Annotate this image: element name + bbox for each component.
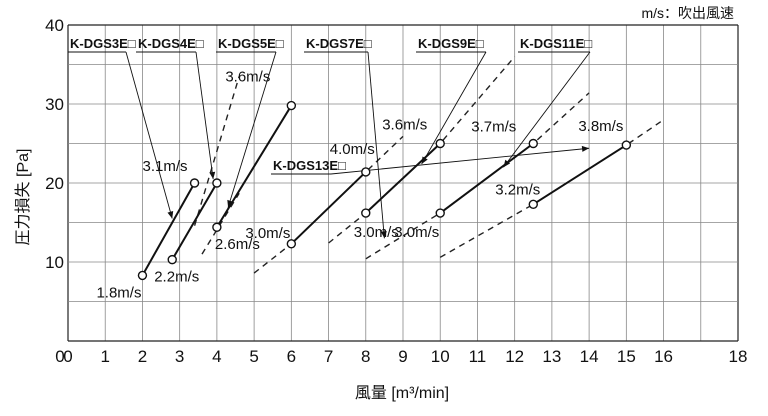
- data-point: [528, 138, 538, 149]
- series-line: [216, 105, 293, 228]
- leader-arrowhead: [167, 211, 174, 219]
- y-axis-title: 圧力損失 [Pa]: [14, 149, 32, 246]
- speed-label: 3.8m/s: [578, 118, 623, 135]
- model-label: K-DGS7E□: [306, 36, 372, 51]
- y-tick-label: 40: [45, 16, 64, 35]
- data-point: [361, 208, 371, 218]
- model-label: K-DGS9E□: [418, 36, 484, 51]
- data-point: [528, 199, 538, 210]
- leader-line: [367, 51, 385, 239]
- dashed-extension: [193, 76, 240, 226]
- x-tick-label: 2: [138, 347, 147, 366]
- speed-label: 3.7m/s: [471, 119, 516, 136]
- model-label: K-DGS11E□: [520, 36, 592, 51]
- grid: [67, 24, 739, 342]
- x-tick-label: 18: [729, 347, 748, 366]
- speed-label: 3.6m/s: [225, 69, 270, 86]
- data-point: [621, 140, 632, 150]
- x-tick-label: 10: [431, 347, 450, 366]
- data-point: [212, 222, 222, 232]
- unit-note: m/s：吹出風速: [641, 5, 734, 21]
- data-point: [189, 178, 200, 188]
- speed-label: 3.0m/s: [354, 224, 399, 241]
- speed-label: 3.2m/s: [495, 181, 540, 198]
- series-line: [141, 182, 196, 276]
- data-point: [212, 178, 222, 188]
- y-tick-label: 10: [45, 253, 64, 272]
- origin-tick-label: 0: [55, 347, 64, 366]
- leader-line: [125, 51, 173, 219]
- series-line: [439, 142, 534, 214]
- x-tick-label: 3: [175, 347, 184, 366]
- speed-label: 2.2m/s: [154, 269, 199, 286]
- leader-line: [503, 51, 591, 168]
- x-tick-label: 4: [212, 347, 221, 366]
- speed-label: 3.6m/s: [382, 117, 427, 134]
- series-line: [171, 182, 218, 261]
- y-tick-label: 30: [45, 95, 64, 114]
- x-tick-label: 1: [100, 347, 109, 366]
- leader-arrowhead: [380, 231, 387, 239]
- data-point: [137, 270, 148, 281]
- model-labels: K-DGS3E□ K-DGS4E□ K-DGS5E□ K-DGS7E□ K-DGS9E□…: [68, 36, 592, 175]
- series-line: [290, 171, 367, 245]
- model-label: K-DGS13E□: [273, 158, 346, 173]
- x-tick-label: 16: [654, 347, 673, 366]
- data-point: [435, 208, 445, 218]
- model-label: K-DGS4E□: [138, 36, 204, 51]
- model-label: K-DGS5E□: [218, 36, 284, 51]
- speed-label: 3.1m/s: [143, 158, 188, 175]
- x-tick-label: 0: [63, 347, 72, 366]
- x-tick-label: 15: [617, 347, 636, 366]
- data-point: [435, 138, 445, 149]
- x-tick-label: 13: [542, 347, 561, 366]
- x-tick-label: 6: [287, 347, 296, 366]
- x-tick-label: 5: [249, 347, 258, 366]
- leader-lines: [125, 51, 591, 239]
- x-tick-label: 9: [398, 347, 407, 366]
- dashed-extension: [328, 56, 516, 244]
- series-line: [365, 142, 441, 214]
- x-tick-label: 14: [580, 347, 599, 366]
- x-tick-label: 12: [505, 347, 524, 366]
- data-point: [167, 254, 177, 265]
- speed-label: 1.8m/s: [96, 284, 141, 301]
- leader-arrowhead: [581, 145, 590, 152]
- leader-line: [227, 51, 277, 208]
- leader-line: [195, 51, 214, 180]
- x-axis-title: 風量 [m³/min]: [355, 385, 449, 402]
- leader-arrowhead: [209, 171, 216, 180]
- data-point: [286, 100, 297, 111]
- dashed-extension: [201, 192, 240, 255]
- model-label: K-DGS3E□: [70, 36, 136, 51]
- speed-label: 2.6m/s: [215, 236, 260, 253]
- x-tick-label: 7: [324, 347, 333, 366]
- point-labels: 1.8m/s 3.1m/s 2.2m/s 2.6m/s 3.6m/s 3.0m/s 4.0m…: [96, 69, 623, 302]
- data-point: [361, 167, 371, 177]
- series-line: [532, 144, 627, 206]
- data-markers: [137, 100, 632, 281]
- x-tick-label: 8: [361, 347, 370, 366]
- data-point: [286, 239, 297, 249]
- speed-label: 4.0m/s: [330, 141, 375, 158]
- x-tick-label: 11: [469, 347, 487, 366]
- leader-line: [421, 51, 487, 165]
- y-tick-label: 20: [45, 174, 64, 193]
- leader-line: [330, 147, 590, 175]
- speed-label: 3.0m/s: [394, 224, 439, 241]
- speed-label: 3.0m/s: [245, 225, 290, 242]
- series-lines: [141, 105, 627, 276]
